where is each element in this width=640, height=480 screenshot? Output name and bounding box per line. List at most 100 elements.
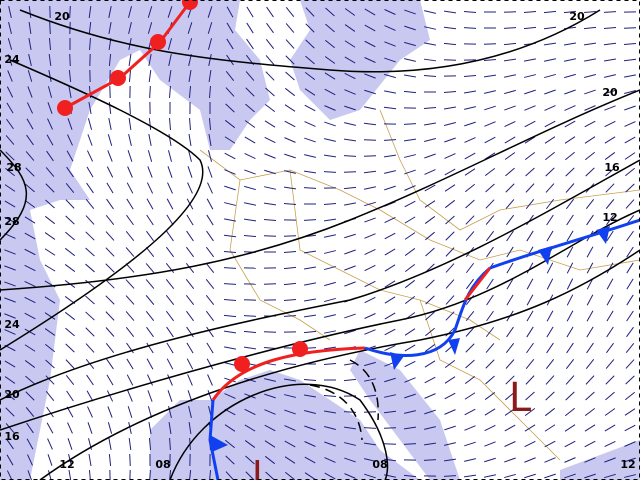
wind-arrow bbox=[4, 281, 16, 287]
wind-arrow bbox=[546, 310, 554, 322]
wind-arrow bbox=[605, 375, 615, 385]
wind-arrow bbox=[363, 155, 377, 157]
wind-arrow bbox=[147, 166, 153, 178]
wind-arrow bbox=[403, 90, 417, 94]
wind-arrow bbox=[225, 87, 235, 97]
wind-arrow bbox=[363, 442, 377, 446]
wind-arrow bbox=[284, 153, 296, 159]
wind-arrow bbox=[625, 359, 635, 369]
wind-arrow bbox=[189, 117, 191, 131]
wind-arrow bbox=[583, 42, 597, 46]
wind-arrow bbox=[125, 263, 135, 273]
wind-arrow bbox=[624, 441, 636, 447]
wind-arrow bbox=[363, 170, 377, 174]
wind-arrow bbox=[344, 265, 356, 271]
wind-arrow bbox=[444, 359, 456, 369]
wind-arrow bbox=[108, 53, 112, 67]
wind-arrow bbox=[66, 390, 74, 402]
contour-label: 20 bbox=[602, 86, 618, 99]
wind-arrow bbox=[504, 424, 516, 432]
wind-arrow bbox=[383, 458, 397, 462]
wind-arrow bbox=[383, 410, 397, 414]
wind-arrow bbox=[423, 107, 437, 109]
wind-arrow bbox=[68, 86, 72, 98]
wind-arrow bbox=[465, 215, 475, 225]
wind-arrow bbox=[526, 262, 534, 274]
wind-arrow bbox=[224, 152, 236, 160]
wind-arrow bbox=[265, 55, 275, 65]
wind-arrow bbox=[24, 232, 36, 240]
wind-arrow bbox=[485, 199, 495, 209]
wind-arrow bbox=[364, 361, 376, 367]
wind-arrow bbox=[305, 23, 315, 33]
wind-arrow bbox=[564, 457, 576, 463]
wind-arrow bbox=[165, 246, 175, 258]
wind-arrow bbox=[145, 295, 155, 305]
wind-arrow bbox=[465, 262, 475, 274]
wind-arrow bbox=[244, 440, 256, 448]
wind-arrow bbox=[425, 311, 435, 321]
wind-arrow bbox=[565, 167, 575, 177]
wind-arrow bbox=[207, 22, 213, 34]
wind-arrow bbox=[566, 294, 574, 306]
wind-arrow bbox=[85, 311, 95, 321]
wind-arrow bbox=[604, 89, 616, 95]
wind-arrow bbox=[343, 186, 357, 190]
wind-arrow bbox=[606, 246, 614, 258]
wind-arrow bbox=[424, 10, 436, 14]
wind-arrow bbox=[167, 6, 173, 18]
wind-arrow bbox=[304, 410, 316, 414]
wind-arrow bbox=[524, 457, 536, 463]
wind-arrow bbox=[303, 187, 317, 189]
wind-arrow bbox=[485, 215, 495, 225]
wind-arrow bbox=[26, 118, 34, 130]
wind-arrow bbox=[343, 426, 357, 430]
wind-arrow bbox=[8, 22, 12, 34]
wind-arrow bbox=[524, 440, 536, 448]
wind-arrow bbox=[325, 7, 335, 17]
wind-arrow bbox=[168, 54, 172, 66]
wind-arrow bbox=[344, 442, 356, 446]
wind-arrow bbox=[44, 312, 56, 320]
wind-arrow bbox=[45, 183, 55, 193]
contour-label: 20 bbox=[4, 388, 20, 401]
wind-arrow bbox=[484, 392, 496, 400]
wind-arrow bbox=[245, 103, 255, 113]
wind-arrow bbox=[606, 230, 614, 242]
wind-arrow bbox=[4, 184, 16, 192]
wind-arrow bbox=[623, 43, 637, 45]
wind-arrow bbox=[546, 214, 554, 226]
wind-arrow bbox=[65, 359, 75, 369]
wind-arrow bbox=[603, 58, 617, 62]
wind-arrow bbox=[324, 105, 336, 111]
wind-arrow bbox=[624, 474, 636, 478]
wind-arrow bbox=[465, 327, 475, 337]
wind-arrow bbox=[265, 87, 275, 97]
wind-arrow bbox=[545, 167, 555, 177]
wind-arrow bbox=[424, 200, 436, 208]
wind-arrow bbox=[26, 438, 34, 450]
wind-arrow bbox=[584, 440, 596, 448]
wind-arrow bbox=[105, 311, 115, 321]
wind-arrow bbox=[187, 374, 193, 386]
contour-label: 24 bbox=[4, 318, 20, 331]
wind-arrow bbox=[264, 103, 276, 113]
wind-arrow bbox=[303, 314, 317, 318]
wind-arrow bbox=[246, 22, 254, 34]
wind-arrow bbox=[207, 150, 213, 162]
wind-arrow bbox=[384, 25, 396, 31]
wind-arrow bbox=[506, 278, 514, 290]
wind-arrow bbox=[106, 358, 114, 370]
wind-arrow bbox=[48, 53, 52, 67]
wind-arrow bbox=[48, 37, 52, 51]
wind-arrow bbox=[565, 183, 575, 193]
wind-arrow bbox=[544, 407, 556, 417]
wind-arrow bbox=[526, 230, 534, 242]
wind-arrow bbox=[443, 59, 457, 61]
wind-arrow bbox=[224, 169, 236, 175]
wind-arrow bbox=[626, 278, 634, 290]
wind-arrow bbox=[604, 440, 616, 448]
wind-arrow bbox=[443, 475, 457, 477]
wind-arrow bbox=[624, 121, 636, 127]
wind-arrow bbox=[283, 378, 297, 382]
